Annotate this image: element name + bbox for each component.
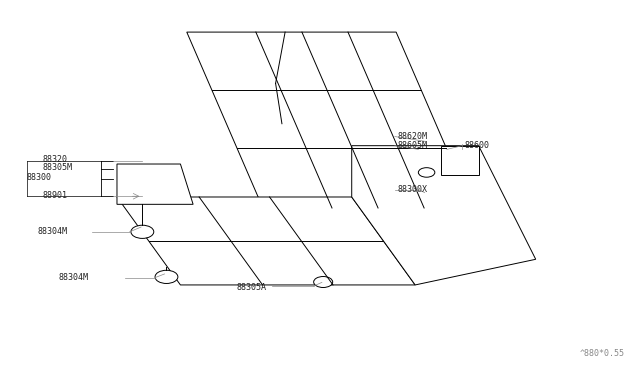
Text: 88600: 88600 [465,141,490,150]
Polygon shape [117,164,193,204]
Polygon shape [117,197,415,285]
Circle shape [131,225,154,238]
Text: 88305M: 88305M [42,163,72,172]
Circle shape [155,270,178,283]
Text: 88620M: 88620M [397,132,428,141]
Text: ^880*0.55: ^880*0.55 [580,349,625,358]
Text: 88901: 88901 [42,191,67,200]
Text: 88605M: 88605M [397,141,428,150]
Text: 88304M: 88304M [38,227,68,236]
Circle shape [419,168,435,177]
Polygon shape [440,146,479,175]
Polygon shape [187,32,472,208]
Circle shape [314,276,333,288]
Text: 88304M: 88304M [59,273,88,282]
Text: 88305A: 88305A [236,283,266,292]
Text: 88300X: 88300X [397,185,428,194]
Polygon shape [352,146,536,285]
Text: 88320: 88320 [42,155,67,164]
Text: 88300: 88300 [27,173,52,182]
